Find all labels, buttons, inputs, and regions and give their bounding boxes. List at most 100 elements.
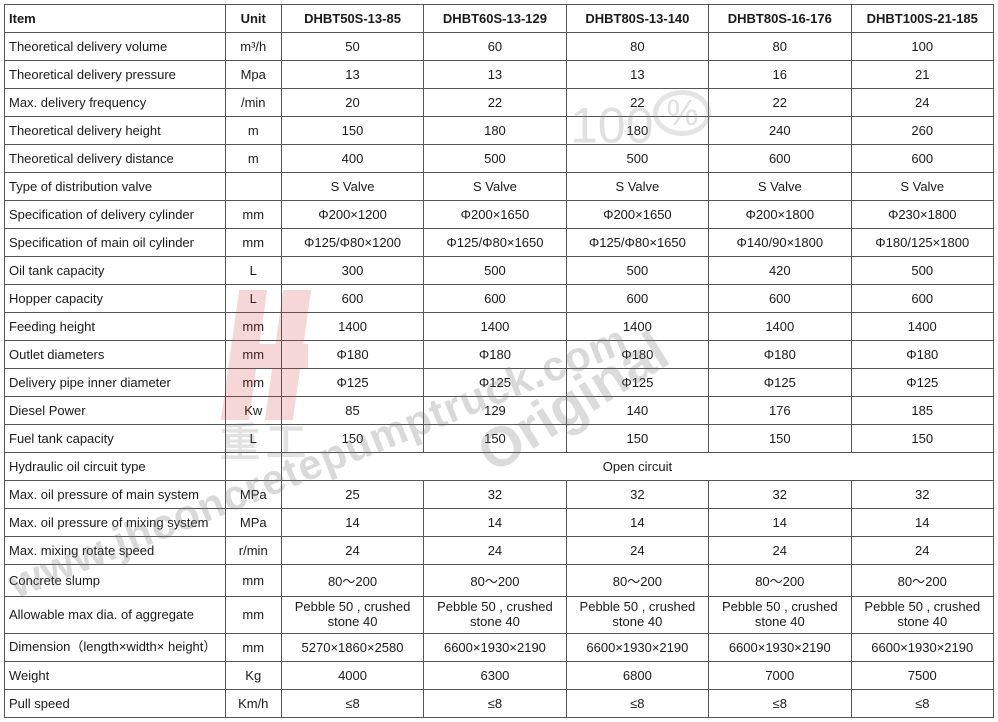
cell-unit: Mpa [225,61,281,89]
cell-item: Allowable max dia. of aggregate [5,597,226,634]
cell-value: Φ125 [424,369,566,397]
cell-value: Φ230×1800 [851,201,994,229]
cell-value: 500 [424,145,566,173]
cell-value: S Valve [851,173,994,201]
table-row: Type of distribution valveS ValveS Valve… [5,173,994,201]
cell-value: 80～200 [851,565,994,597]
cell-value: 80 [566,33,708,61]
cell-unit: MPa [225,509,281,537]
table-row: Max. oil pressure of mixing systemMPa141… [5,509,994,537]
cell-value: Pebble 50 , crushed stone 40 [424,597,566,634]
spec-table: Item Unit DHBT50S-13-85 DHBT60S-13-129 D… [4,4,994,718]
header-unit: Unit [225,5,281,33]
cell-item: Feeding height [5,313,226,341]
cell-value: 1400 [566,313,708,341]
table-row: Hopper capacityL600600600600600 [5,285,994,313]
table-header-row: Item Unit DHBT50S-13-85 DHBT60S-13-129 D… [5,5,994,33]
header-model-4: DHBT100S-21-185 [851,5,994,33]
cell-value: 600 [424,285,566,313]
cell-value: 176 [709,397,851,425]
cell-value: Pebble 50 , crushed stone 40 [709,597,851,634]
table-row: Max. delivery frequency/min2022222224 [5,89,994,117]
cell-value: 80～200 [424,565,566,597]
cell-unit: mm [225,229,281,257]
cell-value: Φ200×1650 [566,201,708,229]
cell-value: 100 [851,33,994,61]
cell-value: 60 [424,33,566,61]
cell-item: Theoretical delivery height [5,117,226,145]
cell-value: Φ125/Φ80×1650 [566,229,708,257]
cell-value: Φ125 [281,369,423,397]
cell-value: 6600×1930×2190 [424,633,566,661]
cell-value: 24 [851,89,994,117]
cell-value: 500 [566,257,708,285]
cell-value: 260 [851,117,994,145]
table-row: Pull speedKm/h≤8≤8≤8≤8≤8 [5,689,994,717]
cell-unit: L [225,425,281,453]
cell-value: 24 [424,537,566,565]
cell-item: Outlet diameters [5,341,226,369]
table-row: Feeding heightmm14001400140014001400 [5,313,994,341]
cell-value: 22 [566,89,708,117]
cell-value: Φ200×1650 [424,201,566,229]
cell-value: ≤8 [424,689,566,717]
cell-unit: MPa [225,481,281,509]
cell-item: Dimension（length×width× height） [5,633,226,661]
cell-value: 300 [281,257,423,285]
table-row: Outlet diametersmmΦ180Φ180Φ180Φ180Φ180 [5,341,994,369]
table-row: Diesel PowerKw85129140176185 [5,397,994,425]
table-row: Dimension（length×width× height）mm5270×18… [5,633,994,661]
cell-value: Φ180 [566,341,708,369]
cell-item: Theoretical delivery pressure [5,61,226,89]
cell-value: 6600×1930×2190 [566,633,708,661]
cell-value: 400 [281,145,423,173]
header-item: Item [5,5,226,33]
cell-value: ≤8 [566,689,708,717]
cell-item: Max. oil pressure of main system [5,481,226,509]
cell-value: 6600×1930×2190 [851,633,994,661]
cell-value: 1400 [281,313,423,341]
cell-item: Type of distribution valve [5,173,226,201]
table-row: Theoretical delivery volumem³/h506080801… [5,33,994,61]
cell-value: 22 [709,89,851,117]
cell-value: 85 [281,397,423,425]
cell-value: ≤8 [851,689,994,717]
cell-value: 180 [424,117,566,145]
cell-item: Theoretical delivery distance [5,145,226,173]
cell-item: Max. oil pressure of mixing system [5,509,226,537]
cell-unit: mm [225,633,281,661]
cell-item: Max. delivery frequency [5,89,226,117]
cell-item: Specification of delivery cylinder [5,201,226,229]
cell-value: ≤8 [709,689,851,717]
cell-value: 6300 [424,661,566,689]
cell-item: Theoretical delivery volume [5,33,226,61]
cell-value: 150 [851,425,994,453]
cell-unit: mm [225,313,281,341]
cell-value: 14 [851,509,994,537]
cell-value: 600 [709,145,851,173]
cell-item: Specification of main oil cylinder [5,229,226,257]
cell-value: ≤8 [281,689,423,717]
header-model-2: DHBT80S-13-140 [566,5,708,33]
cell-item: Concrete slump [5,565,226,597]
cell-item: Hopper capacity [5,285,226,313]
table-row: Max. oil pressure of main systemMPa25323… [5,481,994,509]
cell-value: 150 [281,117,423,145]
cell-value: 32 [851,481,994,509]
table-row: Theoretical delivery distancem4005005006… [5,145,994,173]
cell-unit: /min [225,89,281,117]
cell-unit [225,453,281,481]
cell-value: Pebble 50 , crushed stone 40 [566,597,708,634]
cell-item: Hydraulic oil circuit type [5,453,226,481]
cell-value: Φ125/Φ80×1650 [424,229,566,257]
cell-value: 6600×1930×2190 [709,633,851,661]
cell-value: Φ180 [709,341,851,369]
cell-value: Φ180 [424,341,566,369]
cell-value: Φ200×1200 [281,201,423,229]
cell-item: Weight [5,661,226,689]
cell-value: 14 [281,509,423,537]
cell-value: Φ125 [851,369,994,397]
cell-value: 20 [281,89,423,117]
table-row: Concrete slumpmm80～20080～20080～20080～200… [5,565,994,597]
cell-value: 6800 [566,661,708,689]
